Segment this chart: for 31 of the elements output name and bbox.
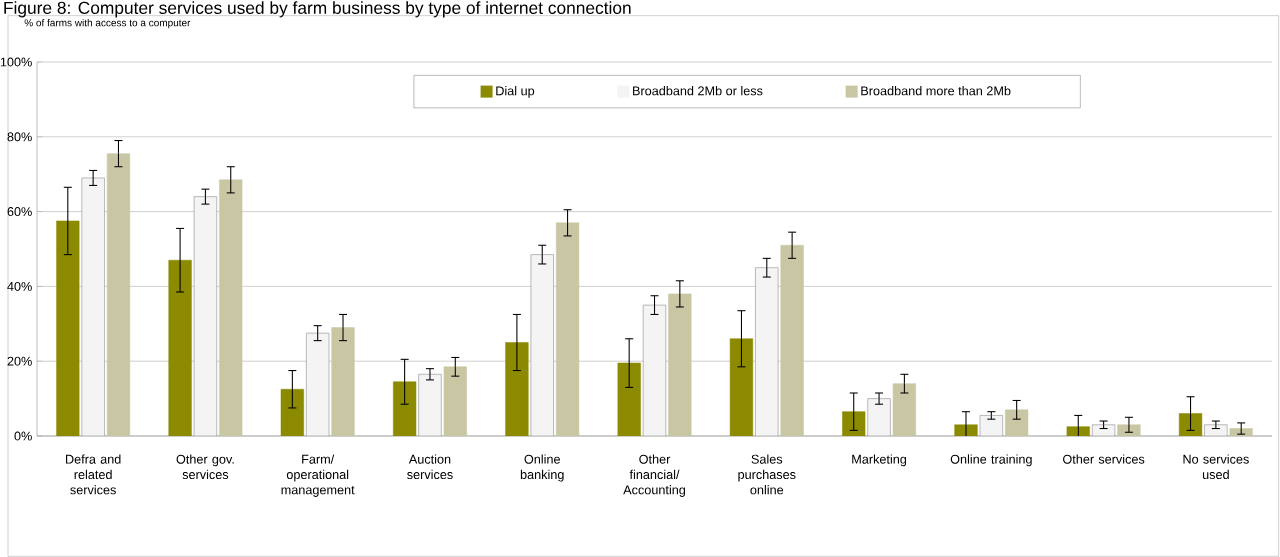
x-tick-label: Other financial/ Accounting (623, 454, 686, 497)
y-axis-title: % of farms with access to a computer (24, 19, 191, 29)
x-tick-label: Other gov. services (176, 454, 234, 480)
x-tick-label: Farm/ operational management (281, 454, 355, 497)
x-tick-label: Auction services (407, 454, 453, 480)
y-tick-label: 60% (7, 207, 32, 217)
x-tick-label: Marketing (852, 454, 907, 467)
bar (530, 254, 554, 436)
x-tick-label: Other services (1063, 454, 1145, 464)
chart-title: Figure 8: Computer services used by farm business by type of internet connection (4, 1, 631, 18)
x-tick-label: Online training (950, 454, 1032, 467)
y-tick-label: 0% (14, 431, 32, 441)
x-tick-label: No services used (1183, 454, 1249, 480)
legend-label: Dial up (496, 86, 535, 98)
legend-label: Broadband more than 2Mb (861, 86, 1011, 96)
y-tick-label: 20% (7, 356, 32, 366)
bar (194, 196, 217, 436)
bar (867, 398, 891, 436)
x-tick-label: Sales purchases online (738, 454, 796, 495)
x-tick-label: Defra and related services (66, 454, 121, 495)
bar (418, 374, 442, 436)
y-tick-label: 40% (7, 281, 32, 291)
y-tick-label: 80% (7, 132, 32, 142)
x-tick-label: Online banking (520, 454, 564, 482)
bar (643, 305, 666, 436)
bar (1204, 424, 1228, 436)
bar (306, 333, 330, 436)
bar (755, 267, 779, 436)
bar (81, 177, 105, 436)
y-tick-label: 100% (0, 57, 32, 67)
legend-label: Broadband 2Mb or less (633, 86, 763, 96)
